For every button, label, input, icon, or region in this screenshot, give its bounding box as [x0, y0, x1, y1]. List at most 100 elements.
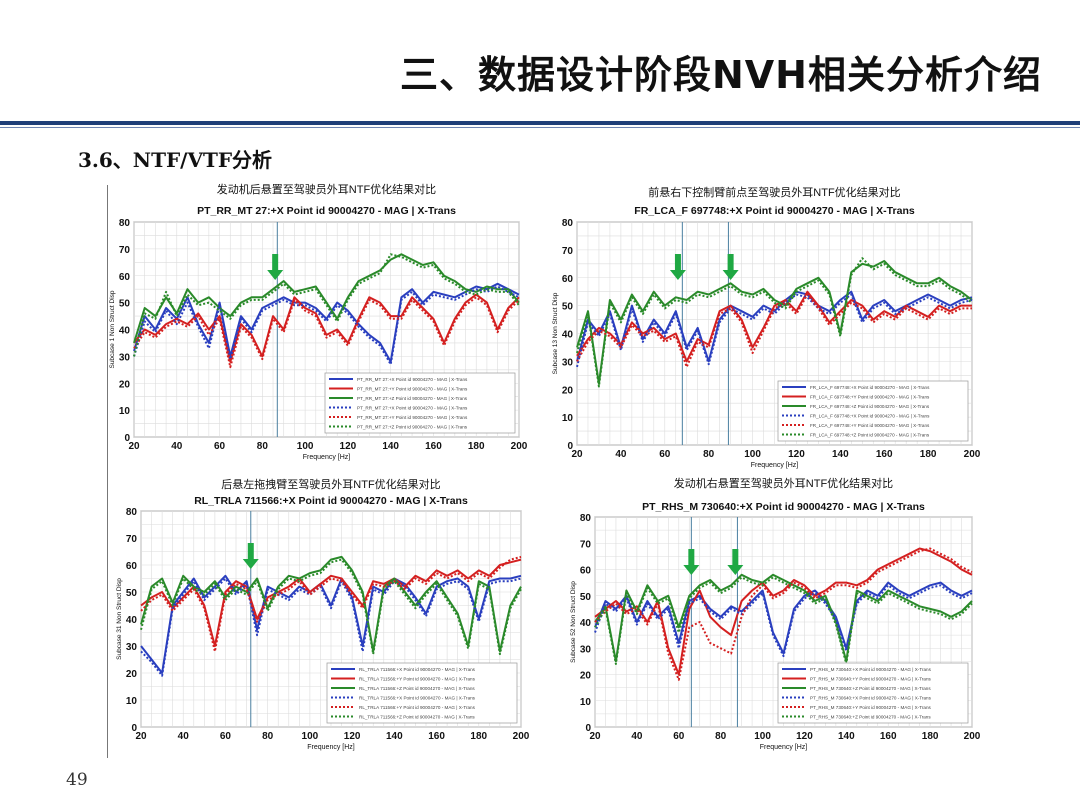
- chart-subtitle: PT_RHS_M 730640:+X Point id 90004270 - M…: [642, 501, 925, 513]
- x-tick-label: 120: [788, 449, 805, 460]
- y-tick-label: 10: [119, 406, 131, 417]
- y-tick-label: 50: [580, 592, 592, 603]
- x-tick-label: 40: [631, 731, 643, 742]
- chart-2: 前悬右下控制臂前点至驾驶员外耳NTF优化结果对比 FR_LCA_F 697748:…: [552, 185, 981, 469]
- arrow-icon: [242, 543, 259, 569]
- y-axis-label: Subcase 13 Non Struct Disp: [552, 292, 559, 374]
- y-tick-label: 60: [119, 272, 131, 283]
- y-tick-label: 40: [119, 326, 131, 337]
- legend-box: [326, 662, 518, 724]
- series-line-6: [594, 576, 973, 665]
- chart-3: 后悬左拖拽臂至驾驶员外耳NTF优化结果对比 RL_TRLA 711566:+X P…: [116, 477, 530, 751]
- legend-label: PT_RR_MT 27:+Y Point id 90004270 - MAG |…: [357, 415, 468, 420]
- x-tick-label: 40: [178, 731, 190, 742]
- legend: PT_RHS_M 730640:+X Point id 90004270 - M…: [777, 662, 969, 724]
- x-tick-label: 120: [796, 731, 813, 742]
- legend-label: RL_TRLA 711566:+X Point id 90004270 - MA…: [359, 696, 476, 701]
- page-number: 49: [66, 770, 88, 790]
- legend-label: PT_RHS_M 730640:+X Point id 90004270 - M…: [810, 667, 932, 672]
- x-tick-label: 20: [589, 731, 601, 742]
- y-tick-label: 20: [126, 669, 138, 680]
- x-tick-label: 140: [382, 441, 399, 452]
- series-line-1: [594, 581, 973, 655]
- y-tick-label: 10: [562, 413, 574, 424]
- x-tick-label: 40: [615, 449, 627, 460]
- legend-label: PT_RR_MT 27:+X Point id 90004270 - MAG |…: [357, 406, 468, 411]
- y-tick-label: 30: [580, 644, 592, 655]
- x-tick-label: 80: [715, 731, 727, 742]
- series-line-4: [140, 577, 522, 677]
- title-rule-thin: [0, 127, 1080, 128]
- y-tick-label: 80: [126, 507, 138, 518]
- x-tick-label: 180: [470, 731, 487, 742]
- legend-label: PT_RHS_M 730640:+Z Point id 90004270 - M…: [810, 686, 931, 691]
- y-tick-label: 40: [562, 330, 574, 341]
- chart-title: 发动机后悬置至驾驶员外耳NTF优化结果对比: [217, 182, 436, 196]
- x-tick-label: 140: [838, 731, 855, 742]
- y-tick-label: 0: [567, 441, 573, 452]
- legend-label: FR_LCA_F 697748:+Z Point id 90004270 - M…: [810, 433, 930, 438]
- legend-label: PT_RR_MT 27:+Y Point id 90004270 - MAG |…: [357, 387, 468, 392]
- series-line-5: [576, 293, 972, 368]
- y-tick-label: 0: [124, 433, 130, 444]
- series-line-2: [133, 293, 520, 363]
- x-tick-label: 200: [964, 731, 981, 742]
- arrow-icon: [722, 254, 739, 280]
- y-tick-label: 60: [562, 274, 574, 285]
- y-tick-label: 70: [562, 246, 574, 257]
- legend-label: PT_RHS_M 730640:+Z Point id 90004270 - M…: [810, 715, 931, 720]
- legend-label: PT_RHS_M 730640:+Y Point id 90004270 - M…: [810, 705, 932, 710]
- y-tick-label: 30: [562, 357, 574, 368]
- x-tick-label: 40: [171, 441, 183, 452]
- legend-label: PT_RR_MT 27:+X Point id 90004270 - MAG |…: [357, 377, 468, 382]
- x-tick-label: 180: [922, 731, 939, 742]
- legend-box: [777, 380, 969, 442]
- x-tick-label: 100: [302, 731, 319, 742]
- y-axis-label: Subcase 1 Non Struct Disp: [109, 290, 116, 368]
- series-line-6: [140, 558, 522, 656]
- y-tick-label: 60: [580, 566, 592, 577]
- x-axis-label: Frequency [Hz]: [307, 744, 355, 751]
- y-tick-label: 0: [585, 723, 591, 734]
- y-tick-label: 80: [580, 513, 592, 524]
- series-line-1: [140, 574, 522, 674]
- legend-label: RL_TRLA 711566:+Z Point id 90004270 - MA…: [359, 686, 475, 691]
- y-tick-label: 10: [126, 696, 138, 707]
- chart-title: 前悬右下控制臂前点至驾驶员外耳NTF优化结果对比: [648, 185, 900, 199]
- series-line-3: [133, 253, 520, 344]
- chart-subtitle: RL_TRLA 711566:+X Point id 90004270 - MA…: [194, 495, 468, 507]
- legend-label: FR_LCA_F 697748:+Y Point id 90004270 - M…: [810, 423, 930, 428]
- legend-label: FR_LCA_F 697748:+X Point id 90004270 - M…: [810, 385, 930, 390]
- x-tick-label: 120: [340, 441, 357, 452]
- slide-title: 三、数据设计阶段NVH相关分析介绍: [399, 53, 1042, 97]
- legend-label: PT_RR_MT 27:+Z Point id 90004270 - MAG |…: [357, 396, 468, 401]
- series-line-5: [594, 547, 973, 681]
- x-tick-label: 200: [964, 449, 981, 460]
- x-tick-label: 20: [128, 441, 140, 452]
- legend-label: FR_LCA_F 697748:+X Point id 90004270 - M…: [810, 414, 930, 419]
- series-line-6: [576, 257, 973, 388]
- x-tick-label: 160: [428, 731, 445, 742]
- series-line-3: [576, 260, 973, 385]
- series-line-3: [140, 555, 522, 653]
- y-tick-label: 70: [126, 534, 138, 545]
- section-heading: 3.6、NTF/VTF分析: [78, 148, 273, 172]
- x-tick-label: 100: [297, 441, 314, 452]
- chart-4: 发动机右悬置至驾驶员外耳NTF优化结果对比 PT_RHS_M 730640:+X …: [570, 476, 981, 751]
- x-tick-label: 140: [386, 731, 403, 742]
- legend-box: [324, 372, 516, 434]
- arrow-icon: [683, 549, 700, 575]
- y-tick-label: 0: [131, 723, 137, 734]
- series-line-2: [140, 558, 522, 647]
- series-line-3: [594, 573, 973, 663]
- legend: FR_LCA_F 697748:+X Point id 90004270 - M…: [777, 380, 969, 442]
- chart-subtitle: FR_LCA_F 697748:+X Point id 90004270 - M…: [634, 205, 915, 217]
- x-tick-label: 200: [513, 731, 530, 742]
- x-tick-label: 60: [673, 731, 685, 742]
- x-tick-label: 60: [659, 449, 671, 460]
- y-tick-label: 30: [119, 352, 131, 363]
- x-tick-label: 20: [135, 731, 147, 742]
- y-tick-label: 30: [126, 642, 138, 653]
- series-line-1: [133, 282, 520, 363]
- x-tick-label: 180: [468, 441, 485, 452]
